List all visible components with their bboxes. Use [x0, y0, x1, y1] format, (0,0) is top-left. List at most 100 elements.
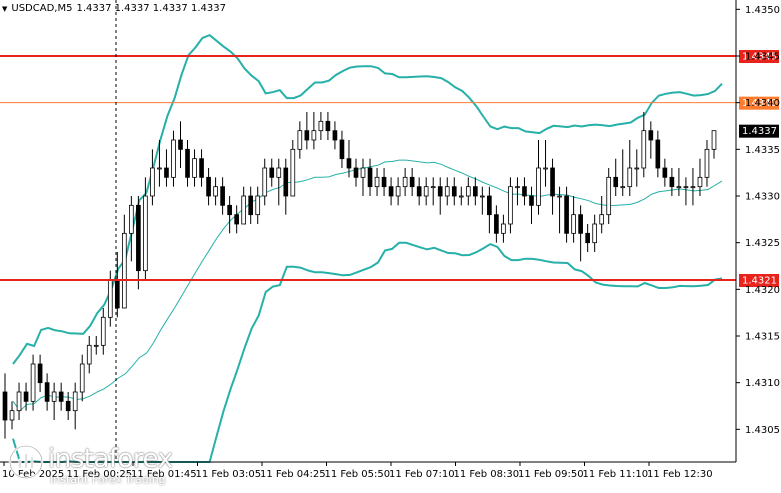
- candle-body: [220, 186, 225, 206]
- candle-body: [157, 167, 162, 170]
- candle-body: [136, 204, 141, 272]
- y-tick-label: 1.4330: [745, 192, 780, 203]
- x-tick-label: 11 Feb 09:50: [518, 469, 584, 480]
- x-tick-label: 10 Feb 2025: [2, 469, 64, 480]
- candle-body: [508, 186, 513, 225]
- candle-body: [585, 232, 590, 244]
- candle-body: [501, 223, 506, 234]
- candle-body: [550, 167, 555, 197]
- y-tick-label: 1.4345: [745, 52, 780, 63]
- candle-body: [241, 195, 247, 225]
- candle-body: [536, 167, 541, 206]
- candle-body: [557, 195, 562, 198]
- candle-body: [571, 214, 576, 234]
- brand-watermark: instaforex Instant Forex Trading: [8, 442, 180, 486]
- candle-body: [30, 363, 36, 402]
- candle-body: [620, 186, 626, 189]
- x-tick-label: 11 Feb 04:25: [260, 469, 326, 480]
- candle-body: [430, 186, 436, 189]
- candle-body: [290, 148, 296, 197]
- candle-body: [543, 167, 548, 170]
- candle-body: [606, 176, 612, 216]
- candle-body: [592, 223, 597, 244]
- level-label-bg: [739, 50, 779, 63]
- instaforex-logo-icon: [8, 444, 44, 480]
- candle-body: [171, 139, 176, 178]
- candle-body: [465, 186, 471, 197]
- y-tick-label: 1.4320: [745, 285, 780, 296]
- indicator-layer: [12, 33, 723, 463]
- y-tick-label: 1.4310: [745, 378, 780, 389]
- candle-body: [522, 186, 527, 197]
- level-label: 1.4345: [742, 52, 777, 63]
- candle-body: [283, 167, 289, 197]
- candle-body: [213, 186, 218, 197]
- candle-body: [79, 363, 85, 393]
- axes-layer: 1.43501.43451.43401.43351.43301.43251.43…: [0, 0, 780, 480]
- candle-body: [515, 186, 520, 189]
- candle-body: [613, 176, 619, 188]
- y-tick-label: 1.4325: [745, 238, 780, 249]
- candle-body: [164, 167, 169, 178]
- candle-body: [107, 279, 113, 318]
- level-label: 1.4340: [742, 98, 777, 109]
- candle-body: [641, 130, 647, 169]
- candle-body: [129, 204, 134, 234]
- bollinger-upper-line: [12, 33, 723, 365]
- triangle-down-icon[interactable]: ▼: [2, 4, 8, 13]
- brand-name: instaforex: [48, 444, 173, 474]
- candle-body: [662, 167, 668, 178]
- candle-body: [192, 158, 197, 178]
- y-tick-label: 1.4335: [745, 145, 780, 156]
- candle-body: [529, 195, 534, 206]
- candle-body: [150, 167, 155, 197]
- candle-body: [353, 167, 359, 178]
- candle-body: [346, 158, 352, 169]
- candle-body: [444, 186, 450, 197]
- candle-body: [360, 167, 366, 178]
- x-tick-label: 11 Feb 03:05: [196, 469, 262, 480]
- candle-body: [206, 176, 211, 197]
- candle-body: [93, 344, 99, 347]
- candle-body: [374, 176, 380, 188]
- candle-body: [655, 139, 661, 169]
- candle-body: [234, 214, 239, 225]
- candle-body: [51, 391, 57, 402]
- level-label: 1.4321: [742, 276, 777, 287]
- candle-body: [388, 186, 394, 197]
- candle-body: [9, 410, 15, 421]
- candle-body: [16, 391, 22, 412]
- candle-body: [367, 167, 373, 188]
- y-tick-label: 1.4315: [745, 332, 780, 343]
- candle-body: [451, 186, 457, 197]
- candle-body: [683, 186, 689, 189]
- levels-layer: 1.4345 1.4340 1.4321 1.4337: [0, 0, 779, 462]
- moving-average-line: [12, 159, 723, 412]
- candle-body: [185, 148, 190, 178]
- candle-body: [648, 130, 654, 141]
- chart-header: ▼ USDCAD,M5 1.4337 1.4337 1.4337 1.4337: [2, 3, 226, 14]
- candle-body: [669, 176, 675, 188]
- candle-body: [627, 167, 633, 188]
- x-tick-label: 11 Feb 07:10: [389, 469, 455, 480]
- quote-label: 1.4337 1.4337 1.4337 1.4337: [76, 3, 226, 14]
- candle-body: [58, 391, 64, 402]
- candle-body: [423, 186, 429, 197]
- level-label-bg: [739, 274, 779, 287]
- candle-body: [711, 130, 717, 150]
- candle-body: [86, 344, 92, 365]
- y-tick-label: 1.4305: [745, 425, 780, 436]
- candle-body: [304, 130, 310, 141]
- candle-body: [178, 139, 183, 150]
- candle-body: [395, 186, 401, 197]
- candle-body: [634, 167, 640, 170]
- candle-body: [2, 391, 8, 421]
- candle-body: [23, 391, 29, 402]
- candle-body: [311, 130, 317, 141]
- current-price-label: 1.4337: [742, 126, 777, 137]
- candle-body: [255, 195, 261, 216]
- candle-body: [381, 176, 387, 188]
- candle-body: [676, 186, 682, 189]
